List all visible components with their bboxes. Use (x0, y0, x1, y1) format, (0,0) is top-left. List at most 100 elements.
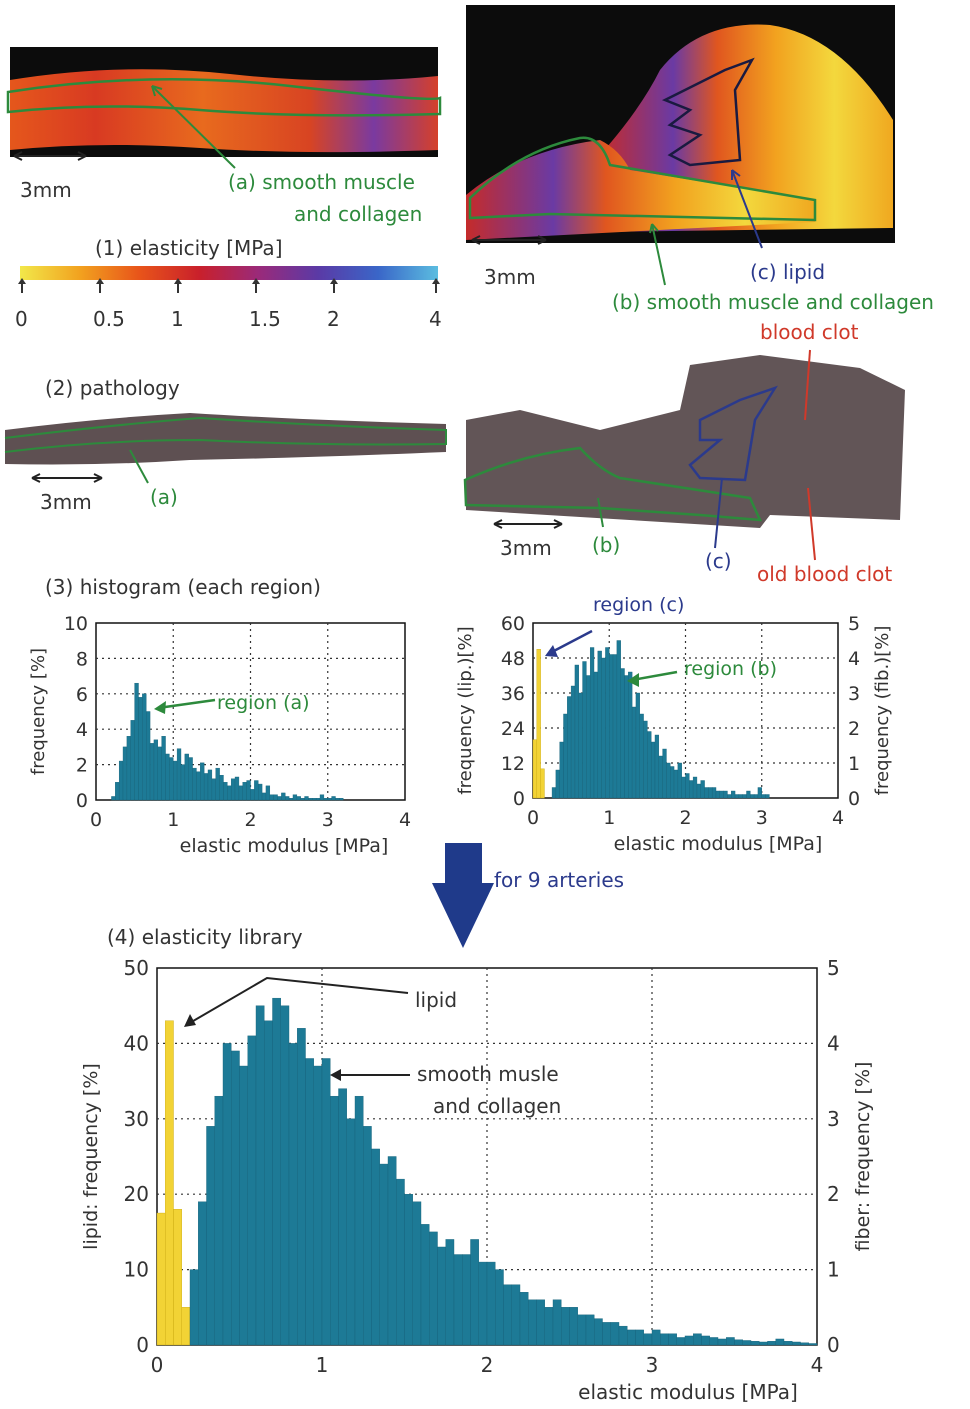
y-right-tick-label: 2 (827, 1182, 840, 1206)
x-tick-label: 0 (90, 809, 102, 831)
y-right-tick-label: 5 (848, 613, 860, 635)
annotation-arrowhead-lipid (184, 1014, 196, 1027)
colorbar-tick-label: 0.5 (93, 307, 125, 331)
y-tick-label: 24 (501, 718, 525, 740)
colorbar-tick-mark (435, 281, 437, 293)
x-tick-label: 3 (322, 809, 334, 831)
elasticity-colorbar-title: (1) elasticity [MPa] (95, 236, 283, 260)
scale-label-d: 3mm (500, 536, 552, 560)
annotation-arrowhead-fiber (330, 1069, 341, 1081)
y-right-tick-label: 1 (827, 1258, 840, 1282)
colorbar-tick-label: 0 (15, 307, 28, 331)
bar-fiber (757, 787, 762, 799)
y-tick-label: 0 (136, 1333, 149, 1357)
x-axis-label: elastic modulus [MPa] (180, 835, 389, 857)
region-b-label: (b) smooth muscle and collagen (612, 290, 934, 314)
y-tick-label: 10 (64, 613, 88, 635)
x-tick-label: 0 (527, 807, 539, 829)
bar-fiber (765, 794, 770, 799)
region-c-label: (c) lipid (750, 260, 826, 284)
y-right-tick-label: 5 (827, 956, 840, 980)
y-tick-label: 40 (124, 1031, 149, 1055)
blood-clot-label: blood clot (760, 320, 859, 344)
y-tick-label: 48 (501, 648, 525, 670)
x-tick-label: 1 (167, 809, 179, 831)
colorbar-tick-arrowhead (18, 278, 26, 284)
y-right-tick-label: 3 (827, 1107, 840, 1131)
y-axis-label: frequency [%] (28, 648, 49, 775)
y-tick-label: 12 (501, 753, 525, 775)
y-right-tick-label: 2 (848, 718, 860, 740)
bar-lipid (540, 768, 545, 799)
annotation-arrow-c (549, 629, 593, 655)
colorbar-tick-arrowhead (96, 278, 104, 284)
x-axis-label: elastic modulus [MPa] (614, 833, 823, 855)
bar-lipid (173, 1209, 182, 1346)
annotation-and-collagen: and collagen (433, 1094, 561, 1118)
colorbar-tick-mark (177, 281, 179, 293)
x-tick-label: 0 (151, 1353, 164, 1377)
colorbar-tick-label: 2 (327, 307, 340, 331)
y-right-axis-label: frequency (fib.)[%] (872, 626, 893, 796)
x-tick-label: 1 (316, 1353, 329, 1377)
bar-fiber (319, 794, 325, 801)
colorbar-tick-arrowhead (252, 278, 260, 284)
colorbar-tick-arrowhead (432, 278, 440, 284)
library-title: (4) elasticity library (107, 925, 303, 949)
y-axis-label: frequency (lip.)[%] (455, 626, 476, 794)
bar-fiber (258, 783, 263, 801)
x-tick-label: 2 (679, 807, 691, 829)
scale-label-a: 3mm (20, 178, 72, 202)
colorbar-tick-label: 4 (429, 307, 442, 331)
annotation-arrowhead-c (545, 645, 558, 657)
y-tick-label: 30 (124, 1107, 149, 1131)
y-tick-label: 60 (501, 613, 525, 635)
y-tick-label: 2 (76, 755, 88, 777)
region-a-label-line1: (a) smooth muscle (228, 170, 415, 194)
y-right-tick-label: 4 (827, 1031, 840, 1055)
x-tick-label: 3 (756, 807, 768, 829)
y-right-tick-label: 1 (848, 753, 860, 775)
annotation-arrow-b (631, 670, 678, 682)
annotation-region-c: region (c) (593, 594, 684, 616)
annotation-region-a: region (a) (217, 692, 310, 714)
colorbar-tick-mark (21, 281, 23, 293)
pathology-label-b: (b) (592, 533, 621, 557)
annotation-arrow-a (157, 698, 216, 710)
x-tick-label: 4 (399, 809, 411, 831)
x-tick-label: 2 (481, 1353, 494, 1377)
region-a-label-line2: and collagen (294, 202, 423, 226)
scale-label-c: 3mm (40, 490, 92, 514)
annotation-region-b: region (b) (684, 658, 777, 680)
bar-fiber (265, 785, 271, 801)
histogram-title: (3) histogram (each region) (45, 575, 321, 599)
y-right-tick-label: 0 (848, 788, 860, 810)
colorbar-tick-arrowhead (330, 278, 338, 284)
x-tick-label: 1 (603, 807, 615, 829)
pathology-label-c: (c) (705, 549, 732, 573)
colorbar-tick-mark (255, 281, 257, 293)
scale-label-b: 3mm (484, 265, 536, 289)
colorbar-tick-arrowhead (174, 278, 182, 284)
y-tick-label: 6 (76, 684, 88, 706)
annotation-lipid: lipid (415, 988, 457, 1012)
x-tick-label: 4 (811, 1353, 824, 1377)
y-tick-label: 8 (76, 648, 88, 670)
y-tick-label: 0 (76, 790, 88, 812)
colorbar-tick-mark (333, 281, 335, 293)
x-tick-label: 2 (244, 809, 256, 831)
x-axis-label: elastic modulus [MPa] (578, 1380, 798, 1404)
x-tick-label: 3 (646, 1353, 659, 1377)
y-right-tick-label: 3 (848, 683, 860, 705)
annotation-arrow-lipid (187, 976, 409, 1025)
y-right-tick-label: 4 (848, 648, 860, 670)
old-blood-clot-label: old blood clot (757, 562, 893, 586)
y-tick-label: 20 (124, 1182, 149, 1206)
bar-fiber (808, 1343, 818, 1346)
colorbar-tick-label: 1.5 (249, 307, 281, 331)
